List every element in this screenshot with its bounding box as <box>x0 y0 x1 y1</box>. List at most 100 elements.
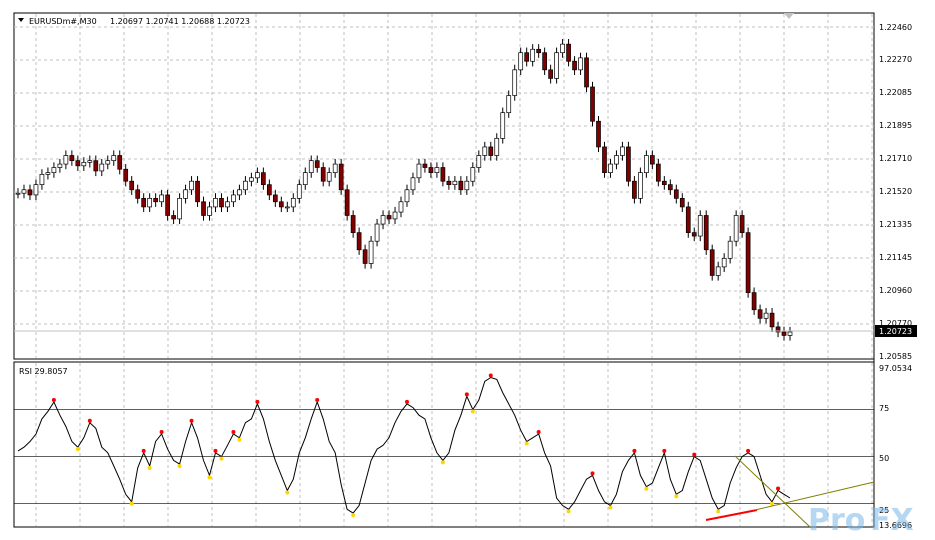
rsi-peak-dot <box>692 452 697 457</box>
symbol-dropdown-icon[interactable] <box>18 18 24 22</box>
rsi-extremes <box>51 373 781 518</box>
ohlc-values: 1.20697 1.20741 1.20688 1.20723 <box>110 17 250 26</box>
candle-bull <box>398 201 404 213</box>
candle-bull <box>302 172 308 185</box>
symbol-timeframe: EURUSDm#,M30 <box>29 17 97 26</box>
candle-bear <box>266 184 272 196</box>
rsi-trough-dot <box>440 460 445 465</box>
chart-shift-marker[interactable] <box>784 13 794 19</box>
candle-bull <box>21 189 27 194</box>
rsi-label: RSI 29.8057 <box>19 367 68 376</box>
candle-bear <box>757 309 763 319</box>
candle-bear <box>362 249 368 264</box>
candle-bull <box>159 194 164 203</box>
candle-bull <box>81 162 87 167</box>
rsi-support-trendline[interactable] <box>754 481 875 511</box>
candle-bull <box>231 194 236 203</box>
candle-bull <box>189 180 194 191</box>
candle-bull <box>482 146 488 156</box>
candle-bull <box>644 155 649 174</box>
rsi-resistance-trendline[interactable] <box>734 455 811 528</box>
candle-bull <box>213 198 218 208</box>
candle-bull <box>578 57 583 71</box>
rsi-panel[interactable] <box>13 361 875 528</box>
candle-bull <box>45 172 51 175</box>
rsi-level-50: 50 <box>879 454 889 463</box>
candle-bull <box>225 201 230 208</box>
candle-bear <box>685 206 691 233</box>
candle-bull <box>560 43 565 54</box>
candle-bear <box>590 86 595 122</box>
candle-bear <box>673 189 679 199</box>
candle-bear <box>488 146 494 156</box>
rsi-trough-dot <box>608 505 613 510</box>
rsi-trough-dot <box>147 466 152 471</box>
candle-bull <box>715 266 721 276</box>
rsi-peak-dot <box>776 486 781 491</box>
candle-bear <box>75 160 81 167</box>
rsi-trough-dot <box>716 509 721 514</box>
candle-bull <box>249 177 254 182</box>
candle-bull <box>207 206 212 216</box>
candle-bear <box>751 292 757 311</box>
rsi-peak-dot <box>189 418 194 423</box>
candle-bull <box>15 192 21 195</box>
candle-bull <box>57 163 63 168</box>
candle-bull <box>63 155 69 165</box>
candle-bull <box>290 198 296 208</box>
rsi-grid <box>14 363 874 526</box>
candle-bear <box>709 249 715 276</box>
candle-bull <box>105 160 111 165</box>
candle-bear <box>769 312 775 328</box>
rsi-peak-dot <box>536 429 541 434</box>
candle-bear <box>135 189 141 199</box>
rsi-peak-dot <box>315 397 320 402</box>
price-tick: 1.20770 <box>879 319 912 328</box>
candle-bear <box>314 160 320 168</box>
rsi-level-25: 25 <box>879 506 889 515</box>
rsi-trough-dot <box>75 447 80 452</box>
candle-bull <box>554 52 559 79</box>
rsi-peak-dot <box>51 397 56 402</box>
rsi-peak-dot <box>231 429 236 434</box>
rsi-trough-dot <box>237 437 242 442</box>
price-panel[interactable] <box>13 12 875 360</box>
rsi-peak-dot <box>87 418 92 423</box>
rsi-peak-dot <box>404 399 409 404</box>
candle-bear <box>278 201 284 208</box>
candle-bull <box>368 240 374 264</box>
candle-bull <box>237 189 242 196</box>
price-tick: 1.21145 <box>879 253 912 262</box>
rsi-peak-dot <box>488 373 493 378</box>
candle-bear <box>739 215 745 233</box>
candle-bull <box>33 184 39 196</box>
rsi-min-label: 13.6696 <box>879 521 912 530</box>
bullish-divergence-line[interactable] <box>705 509 758 521</box>
candle-bull <box>434 167 440 174</box>
rsi-trough-dot <box>129 501 134 506</box>
candle-bull <box>530 48 536 62</box>
candle-bear <box>703 215 709 251</box>
candle-bear <box>195 180 200 203</box>
candle-bull <box>332 163 338 174</box>
svg-text:FX: FX <box>870 503 914 538</box>
rsi-trough-dot <box>470 409 475 414</box>
candle-bear <box>344 189 350 216</box>
candle-bull <box>470 167 476 182</box>
candle-bear <box>458 180 464 191</box>
candle-bull <box>99 163 105 172</box>
candle-bull <box>452 180 458 185</box>
candle-bear <box>350 215 356 233</box>
rsi-trough-dot <box>207 475 212 480</box>
candle-bull <box>697 215 703 237</box>
candle-bull <box>392 211 398 220</box>
rsi-trough-dot <box>285 490 290 495</box>
candle-bear <box>679 198 685 208</box>
candle-bear <box>165 194 170 216</box>
candle-bull <box>727 240 733 259</box>
candle-bear <box>775 326 781 333</box>
candle-bear <box>201 201 206 216</box>
rsi-line <box>17 376 791 514</box>
candle-bull <box>608 163 613 174</box>
